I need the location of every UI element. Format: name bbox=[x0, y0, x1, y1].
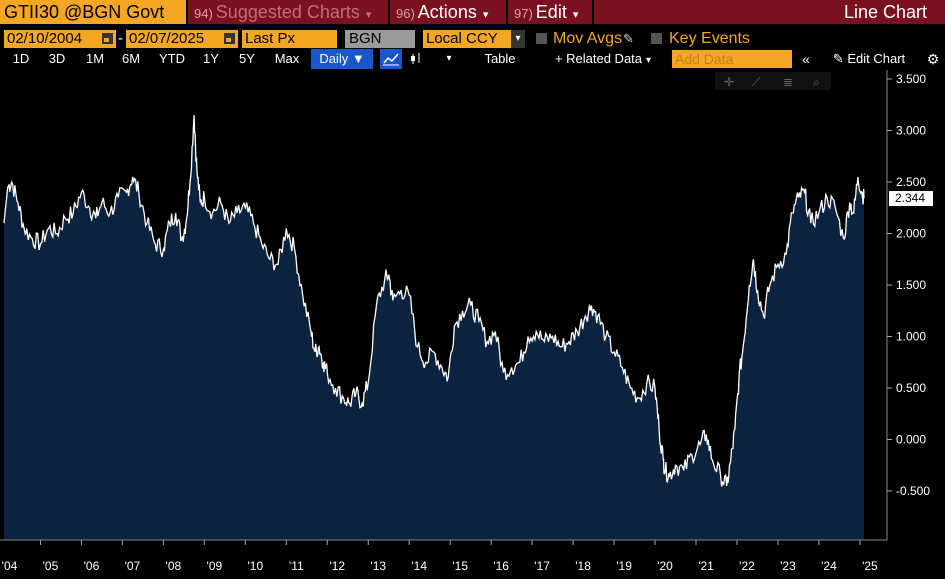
series-line bbox=[3, 115, 865, 487]
range-ytd[interactable]: YTD bbox=[159, 51, 185, 66]
ticker-field[interactable]: GTII30 @BGN Govt bbox=[0, 0, 186, 24]
x-tick-label: '22 bbox=[739, 559, 755, 573]
edit-chart-button[interactable]: ✎ Edit Chart bbox=[821, 49, 917, 69]
chart-tools-bg bbox=[715, 72, 831, 90]
key-events-label[interactable]: Key Events bbox=[669, 30, 750, 47]
x-tick-label: '05 bbox=[43, 559, 59, 573]
gear-icon[interactable]: ⚙ bbox=[926, 51, 940, 67]
end-date-input[interactable]: 02/07/2025 bbox=[126, 30, 238, 48]
calendar-icon[interactable] bbox=[102, 33, 113, 44]
chevron-down-icon[interactable]: ▾ bbox=[446, 53, 452, 64]
suggested-charts-button[interactable]: 94) Suggested Charts ▾ bbox=[188, 0, 388, 24]
y-tick-label: -0.500 bbox=[896, 484, 930, 498]
zoom-icon[interactable]: ⌕ bbox=[813, 75, 820, 89]
range-1d[interactable]: 1D bbox=[12, 51, 30, 66]
collapse-icon[interactable]: « bbox=[802, 51, 810, 67]
x-tick-label: '10 bbox=[248, 559, 264, 573]
chevron-down-icon: ▾ bbox=[646, 55, 652, 66]
y-tick-label: 0.500 bbox=[896, 381, 926, 395]
chevron-down-icon: ▾ bbox=[365, 9, 372, 21]
y-tick-label: 3.500 bbox=[896, 72, 926, 86]
mov-avgs-checkbox[interactable] bbox=[536, 33, 547, 44]
range-6m[interactable]: 6M bbox=[121, 51, 141, 66]
field-select[interactable]: Last Px bbox=[242, 30, 337, 48]
chevron-down-icon[interactable]: ▾ bbox=[511, 30, 525, 48]
y-tick-label: 2.500 bbox=[896, 175, 926, 189]
pencil-icon: ✎ bbox=[832, 51, 848, 66]
chart-tools: ✛ ⟋ ≣ ⌕ bbox=[715, 72, 831, 90]
actions-label: Actions bbox=[417, 2, 477, 22]
edit-chart-label: Edit Chart bbox=[847, 51, 906, 66]
last-value-label: 2.344 bbox=[889, 191, 933, 206]
x-tick-label: '11 bbox=[289, 559, 304, 573]
line-chart-icon[interactable] bbox=[380, 49, 402, 69]
x-tick-label: '25 bbox=[862, 559, 878, 573]
mov-avgs-label[interactable]: Mov Avgs bbox=[553, 30, 623, 47]
chevron-down-icon: ▾ bbox=[572, 9, 579, 21]
edit-button[interactable]: 97) Edit ▾ bbox=[508, 0, 592, 24]
y-tick-label: 2.000 bbox=[896, 227, 926, 241]
range-max[interactable]: Max bbox=[274, 51, 300, 66]
draw-icon[interactable]: ⟋ bbox=[752, 75, 761, 89]
chevron-down-icon: ▾ bbox=[482, 9, 489, 21]
crosshair-icon[interactable]: ✛ bbox=[724, 75, 734, 89]
y-tick-label: 1.000 bbox=[896, 330, 926, 344]
x-tick-label: '21 bbox=[698, 559, 714, 573]
x-tick-label: '17 bbox=[534, 559, 550, 573]
suggested-num: 94) bbox=[194, 6, 213, 21]
x-tick-label: '19 bbox=[616, 559, 632, 573]
actions-num: 96) bbox=[396, 6, 415, 21]
pencil-icon[interactable]: ✎ bbox=[623, 31, 634, 46]
edit-label: Edit bbox=[535, 2, 567, 22]
source-select[interactable]: BGN bbox=[345, 30, 415, 48]
edit-num: 97) bbox=[514, 6, 533, 21]
add-data-input[interactable]: Add Data bbox=[672, 50, 792, 68]
currency-select[interactable]: Local CCY ▾ bbox=[423, 30, 525, 48]
x-tick-label: '08 bbox=[166, 559, 182, 573]
x-tick-label: '07 bbox=[125, 559, 141, 573]
start-date-input[interactable]: 02/10/2004 bbox=[4, 30, 116, 48]
x-tick-label: '20 bbox=[657, 559, 673, 573]
x-tick-label: '14 bbox=[411, 559, 427, 573]
x-tick-label: '16 bbox=[493, 559, 509, 573]
x-tick-label: '13 bbox=[370, 559, 386, 573]
related-data-label: + Related Data bbox=[554, 51, 643, 66]
y-tick-label: 3.000 bbox=[896, 124, 926, 138]
range-5y[interactable]: 5Y bbox=[239, 51, 255, 66]
x-tick-label: '12 bbox=[329, 559, 345, 573]
table-button[interactable]: Table bbox=[484, 51, 516, 66]
x-tick-label: '24 bbox=[821, 559, 837, 573]
currency-value: Local CCY bbox=[426, 30, 498, 47]
suggested-label: Suggested Charts bbox=[215, 2, 360, 22]
related-data-button[interactable]: + Related Data ▾ bbox=[542, 49, 664, 69]
title-bar: GTII30 @BGN Govt 94) Suggested Charts ▾ 96… bbox=[0, 0, 945, 24]
range-1m[interactable]: 1M bbox=[85, 51, 105, 66]
start-date-value: 02/10/2004 bbox=[7, 30, 83, 47]
key-events-checkbox[interactable] bbox=[651, 33, 662, 44]
range-3d[interactable]: 3D bbox=[48, 51, 66, 66]
x-tick-label: '23 bbox=[780, 559, 796, 573]
date-separator: - bbox=[118, 30, 123, 47]
x-tick-label: '18 bbox=[575, 559, 591, 573]
period-select[interactable]: Daily ▼ bbox=[311, 49, 373, 69]
x-tick-label: '09 bbox=[207, 559, 223, 573]
x-tick-label: '15 bbox=[452, 559, 468, 573]
calendar-icon[interactable] bbox=[224, 33, 235, 44]
line-chart[interactable]: ✛ ⟋ ≣ ⌕ 3.500 3.000 2.500 2.000 1.500 1.000 0.… bbox=[0, 70, 945, 579]
range-1y[interactable]: 1Y bbox=[203, 51, 219, 66]
end-date-value: 02/07/2025 bbox=[129, 30, 205, 47]
actions-button[interactable]: 96) Actions ▾ bbox=[390, 0, 506, 24]
annotate-icon[interactable]: ≣ bbox=[783, 75, 793, 89]
series-area bbox=[4, 115, 864, 540]
x-tick-label: '06 bbox=[84, 559, 100, 573]
y-tick-label: 0.000 bbox=[896, 433, 926, 447]
y-tick-label: 1.500 bbox=[896, 278, 926, 292]
x-tick-label: '04 bbox=[2, 559, 18, 573]
candlestick-icon[interactable] bbox=[406, 49, 426, 69]
chart-type-title: Line Chart bbox=[594, 0, 945, 24]
